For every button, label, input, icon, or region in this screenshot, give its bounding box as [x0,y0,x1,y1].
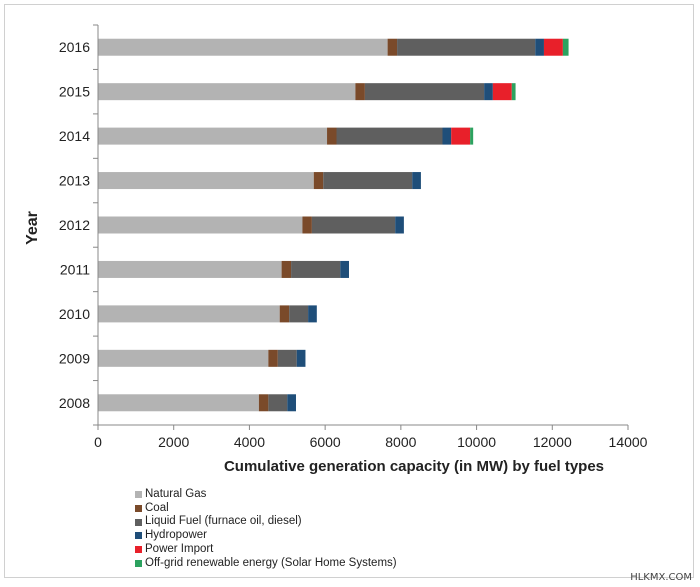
bar-2016-hydropower [535,38,544,56]
x-tick-label: 10000 [457,434,496,450]
y-tick-label: 2012 [59,217,90,233]
x-tick-label: 6000 [310,434,341,450]
x-tick-label: 14000 [609,434,648,450]
legend-item: Liquid Fuel (furnace oil, diesel) [135,515,397,529]
bar-2012-liquid-fuel-furnace-oil-diesel [311,216,396,234]
bars-group [98,38,569,412]
y-axis-title: Year [24,211,41,245]
bar-2010-natural-gas [98,305,280,323]
bar-2016-power-import [543,38,563,56]
x-axis-title: Cumulative generation capacity (in MW) b… [224,458,604,475]
x-tick-label: 4000 [234,434,265,450]
legend-label: Liquid Fuel (furnace oil, diesel) [145,515,302,528]
bar-2010-liquid-fuel-furnace-oil-diesel [289,305,309,323]
legend-swatch [135,532,142,540]
watermark: HLKMX.COM [630,572,692,583]
legend-swatch [135,518,142,526]
bar-2013-liquid-fuel-furnace-oil-diesel [323,172,413,190]
bar-2012-coal [302,216,312,234]
bar-2012-hydropower [395,216,404,234]
legend-swatch [135,491,142,499]
legend-item: Natural Gas [135,488,397,502]
bar-2014-liquid-fuel-furnace-oil-diesel [336,127,443,145]
x-tick-label: 12000 [533,434,572,450]
bar-2009-hydropower [296,349,306,367]
y-tick-label: 2015 [59,84,90,100]
bar-2016-off-grid-renewable-energy-solar-home-systems [562,38,569,56]
bar-2015-hydropower [484,83,493,101]
bar-2015-coal [355,83,365,101]
bar-2011-coal [281,260,292,278]
bar-2013-coal [313,172,324,190]
bar-2014-hydropower [442,127,452,145]
bar-2008-hydropower [287,394,296,412]
bar-2008-natural-gas [98,394,259,412]
bar-2014-natural-gas [98,127,328,145]
bar-2011-hydropower [340,260,349,278]
bar-2010-coal [279,305,290,323]
legend-label: Power Import [145,542,214,555]
bar-2016-liquid-fuel-furnace-oil-diesel [397,38,536,56]
bar-2015-off-grid-renewable-energy-solar-home-systems [511,83,516,101]
bar-2008-coal [258,394,269,412]
bar-2016-natural-gas [98,38,388,56]
x-tick-label: 2000 [158,434,189,450]
bar-2013-natural-gas [98,172,314,190]
bar-2009-liquid-fuel-furnace-oil-diesel [277,349,297,367]
legend-label: Natural Gas [145,488,207,500]
legend-swatch [135,559,142,567]
legend-swatch [135,546,142,554]
x-tick-label: 0 [94,434,102,450]
legend-item: Hydropower [135,529,397,543]
y-tick-label: 2016 [59,39,90,55]
y-tick-label: 2008 [59,395,90,411]
bar-2011-natural-gas [98,260,282,278]
legend-item: Off-grid renewable energy (Solar Home Sy… [135,557,397,571]
bar-2015-liquid-fuel-furnace-oil-diesel [364,83,485,101]
legend-item: Coal [135,502,397,516]
legend-label: Hydropower [145,529,207,542]
legend: Natural Gas Coal Liquid Fuel (furnace oil,… [135,488,397,570]
chart-frame [4,4,694,578]
y-tick-label: 2013 [59,173,90,189]
x-tick-label: 8000 [385,434,416,450]
y-tick-label: 2010 [59,306,90,322]
bar-2012-natural-gas [98,216,303,234]
y-tick-label: 2014 [59,128,90,144]
bar-2008-liquid-fuel-furnace-oil-diesel [268,394,288,412]
y-tick-label: 2009 [59,350,90,366]
bar-2015-power-import [492,83,512,101]
legend-label: Off-grid renewable energy (Solar Home Sy… [145,556,397,569]
y-tick-label: 2011 [60,261,90,277]
bar-2009-coal [268,349,278,367]
bar-2014-power-import [451,127,471,145]
legend-swatch [135,505,142,513]
legend-label: Coal [145,501,169,514]
bar-2013-hydropower [412,172,421,190]
axes-group: 2016 2015 2014 2013 2012 2011 2010 2009 2008 0 200… [59,24,648,450]
bar-2014-coal [327,127,337,145]
legend-item: Power Import [135,543,397,557]
bar-2011-liquid-fuel-furnace-oil-diesel [291,260,341,278]
bar-2010-hydropower [308,305,317,323]
bar-2009-natural-gas [98,349,269,367]
bar-2015-natural-gas [98,83,356,101]
bar-2016-coal [387,38,398,56]
bar-2014-off-grid-renewable-energy-solar-home-systems [470,127,474,145]
